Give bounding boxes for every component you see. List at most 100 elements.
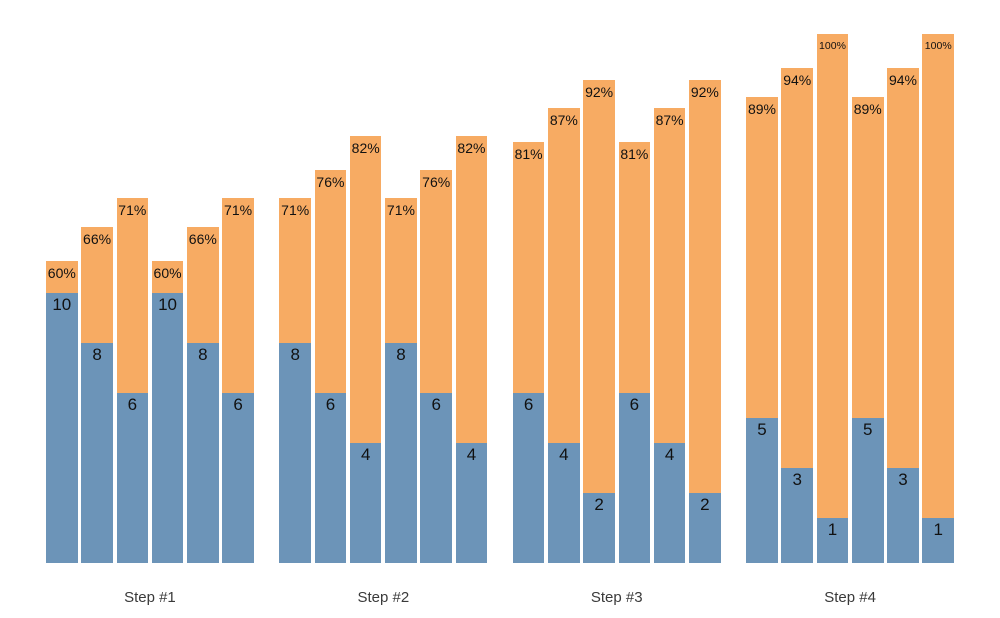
bar-value-label: 5 bbox=[757, 420, 767, 440]
bar-blue-segment: 10 bbox=[151, 293, 184, 564]
stacked-bar-g4-b5: 94% 3 bbox=[887, 68, 919, 564]
bar-value-label: 4 bbox=[559, 445, 569, 465]
bar-percent-label: 81% bbox=[514, 145, 543, 162]
bar-percent-label: 60% bbox=[153, 264, 182, 281]
bar-value-label: 1 bbox=[933, 520, 943, 540]
stacked-bar-g2-b1: 71% 8 bbox=[279, 198, 311, 564]
stacked-bar-g1-b6: 71% 6 bbox=[222, 198, 254, 564]
stacked-bar-g3-b2: 87% 4 bbox=[548, 107, 580, 564]
bar-percent-label: 89% bbox=[747, 100, 776, 117]
group-label-step-2: Step #2 bbox=[357, 589, 410, 606]
bar-percent-label: 82% bbox=[457, 140, 486, 157]
stacked-bar-g2-b4: 71% 8 bbox=[385, 198, 417, 564]
bar-blue-segment: 1 bbox=[816, 518, 849, 564]
bar-value-label: 10 bbox=[52, 295, 72, 315]
stacked-bar-g4-b1: 89% 5 bbox=[746, 96, 778, 564]
stacked-bar-g3-b6: 92% 2 bbox=[689, 79, 721, 564]
bar-value-label: 1 bbox=[827, 520, 838, 540]
bar-percent-label: 94% bbox=[783, 72, 812, 89]
bar-blue-segment: 1 bbox=[922, 518, 955, 564]
bar-blue-segment: 2 bbox=[583, 493, 615, 564]
bar-blue-segment: 8 bbox=[81, 343, 113, 564]
bar-percent-label: 94% bbox=[888, 72, 917, 89]
stacked-bar-g3-b5: 87% 4 bbox=[653, 107, 686, 564]
bar-percent-label: 71% bbox=[281, 202, 310, 219]
bar-percent-label: 87% bbox=[655, 111, 684, 128]
bar-value-label: 3 bbox=[898, 470, 908, 490]
bar-blue-segment: 8 bbox=[279, 343, 311, 564]
bar-percent-label: 100% bbox=[819, 40, 846, 53]
bar-value-label: 8 bbox=[198, 345, 208, 365]
bar-value-label: 6 bbox=[325, 395, 336, 415]
bar-percent-label: 76% bbox=[316, 174, 345, 191]
stacked-bar-g1-b2: 66% 8 bbox=[81, 226, 113, 564]
bar-blue-segment: 8 bbox=[187, 343, 219, 564]
bar-percent-label: 92% bbox=[690, 83, 719, 100]
stacked-bar-g4-b6: 100% 1 bbox=[922, 34, 955, 564]
group-label-step-3: Step #3 bbox=[590, 589, 643, 606]
bar-value-label: 4 bbox=[466, 445, 477, 465]
bar-blue-segment: 5 bbox=[746, 418, 778, 564]
bar-blue-segment: 8 bbox=[385, 343, 417, 564]
bar-blue-segment: 6 bbox=[314, 393, 347, 564]
stacked-bar-g1-b1: 60% 10 bbox=[46, 260, 78, 564]
bar-blue-segment: 3 bbox=[887, 468, 919, 564]
bar-blue-segment: 2 bbox=[689, 493, 721, 564]
bar-blue-segment: 4 bbox=[653, 443, 686, 564]
bar-blue-segment: 4 bbox=[548, 443, 580, 564]
stacked-bar-g3-b3: 92% 2 bbox=[583, 79, 615, 564]
stacked-bar-g2-b3: 82% 4 bbox=[349, 136, 382, 564]
stacked-bar-g3-b4: 81% 6 bbox=[618, 141, 651, 564]
bar-blue-segment: 10 bbox=[46, 293, 78, 564]
bar-percent-label: 71% bbox=[386, 202, 415, 219]
bar-blue-segment: 5 bbox=[851, 418, 884, 564]
bar-value-label: 6 bbox=[431, 395, 441, 415]
bar-blue-segment: 6 bbox=[222, 393, 254, 564]
bar-percent-label: 60% bbox=[47, 264, 76, 281]
group-label-step-1: Step #1 bbox=[124, 589, 176, 606]
bar-percent-label: 71% bbox=[118, 202, 147, 219]
bar-percent-label: 100% bbox=[924, 40, 952, 53]
bar-value-label: 6 bbox=[523, 395, 534, 415]
bar-blue-segment: 4 bbox=[349, 443, 382, 564]
bar-value-label: 4 bbox=[664, 445, 675, 465]
stacked-bar-g2-b5: 76% 6 bbox=[420, 170, 452, 564]
bar-value-label: 3 bbox=[792, 470, 802, 490]
stacked-bar-g2-b6: 82% 4 bbox=[455, 136, 488, 564]
stacked-bar-g1-b4: 60% 10 bbox=[151, 260, 184, 564]
bar-blue-segment: 6 bbox=[512, 393, 545, 564]
stacked-bar-g1-b3: 71% 6 bbox=[116, 198, 149, 564]
bar-percent-label: 66% bbox=[188, 230, 217, 247]
bar-blue-segment: 6 bbox=[618, 393, 651, 564]
bar-value-label: 8 bbox=[92, 345, 102, 365]
bar-value-label: 2 bbox=[594, 495, 604, 515]
bar-blue-segment: 3 bbox=[781, 468, 814, 564]
stacked-bar-g4-b2: 94% 3 bbox=[781, 68, 814, 564]
bar-percent-label: 82% bbox=[351, 140, 380, 157]
stacked-bar-g1-b5: 66% 8 bbox=[187, 226, 219, 564]
bar-percent-label: 92% bbox=[585, 83, 614, 100]
bar-blue-segment: 6 bbox=[116, 393, 149, 564]
bar-value-label: 2 bbox=[700, 495, 710, 515]
bar-percent-label: 76% bbox=[422, 174, 451, 191]
bar-value-label: 6 bbox=[233, 395, 243, 415]
bar-value-label: 6 bbox=[629, 395, 640, 415]
bar-value-label: 10 bbox=[158, 295, 177, 315]
bar-value-label: 5 bbox=[863, 420, 873, 440]
stacked-bar-g4-b3: 100% 1 bbox=[816, 34, 849, 564]
bar-percent-label: 71% bbox=[224, 202, 253, 219]
bar-blue-segment: 6 bbox=[420, 393, 452, 564]
stacked-bar-g3-b1: 81% 6 bbox=[512, 141, 545, 564]
bar-value-label: 8 bbox=[396, 345, 406, 365]
bar-percent-label: 87% bbox=[549, 111, 578, 128]
bar-value-label: 4 bbox=[360, 445, 371, 465]
bar-percent-label: 66% bbox=[83, 230, 112, 247]
stacked-bar-g2-b2: 76% 6 bbox=[314, 170, 347, 564]
group-label-step-4: Step #4 bbox=[824, 589, 876, 606]
bar-value-label: 8 bbox=[290, 345, 300, 365]
bar-percent-label: 81% bbox=[620, 145, 649, 162]
bar-blue-segment: 4 bbox=[455, 443, 488, 564]
bar-percent-label: 89% bbox=[853, 100, 882, 117]
stacked-bar-g4-b4: 89% 5 bbox=[851, 96, 884, 564]
